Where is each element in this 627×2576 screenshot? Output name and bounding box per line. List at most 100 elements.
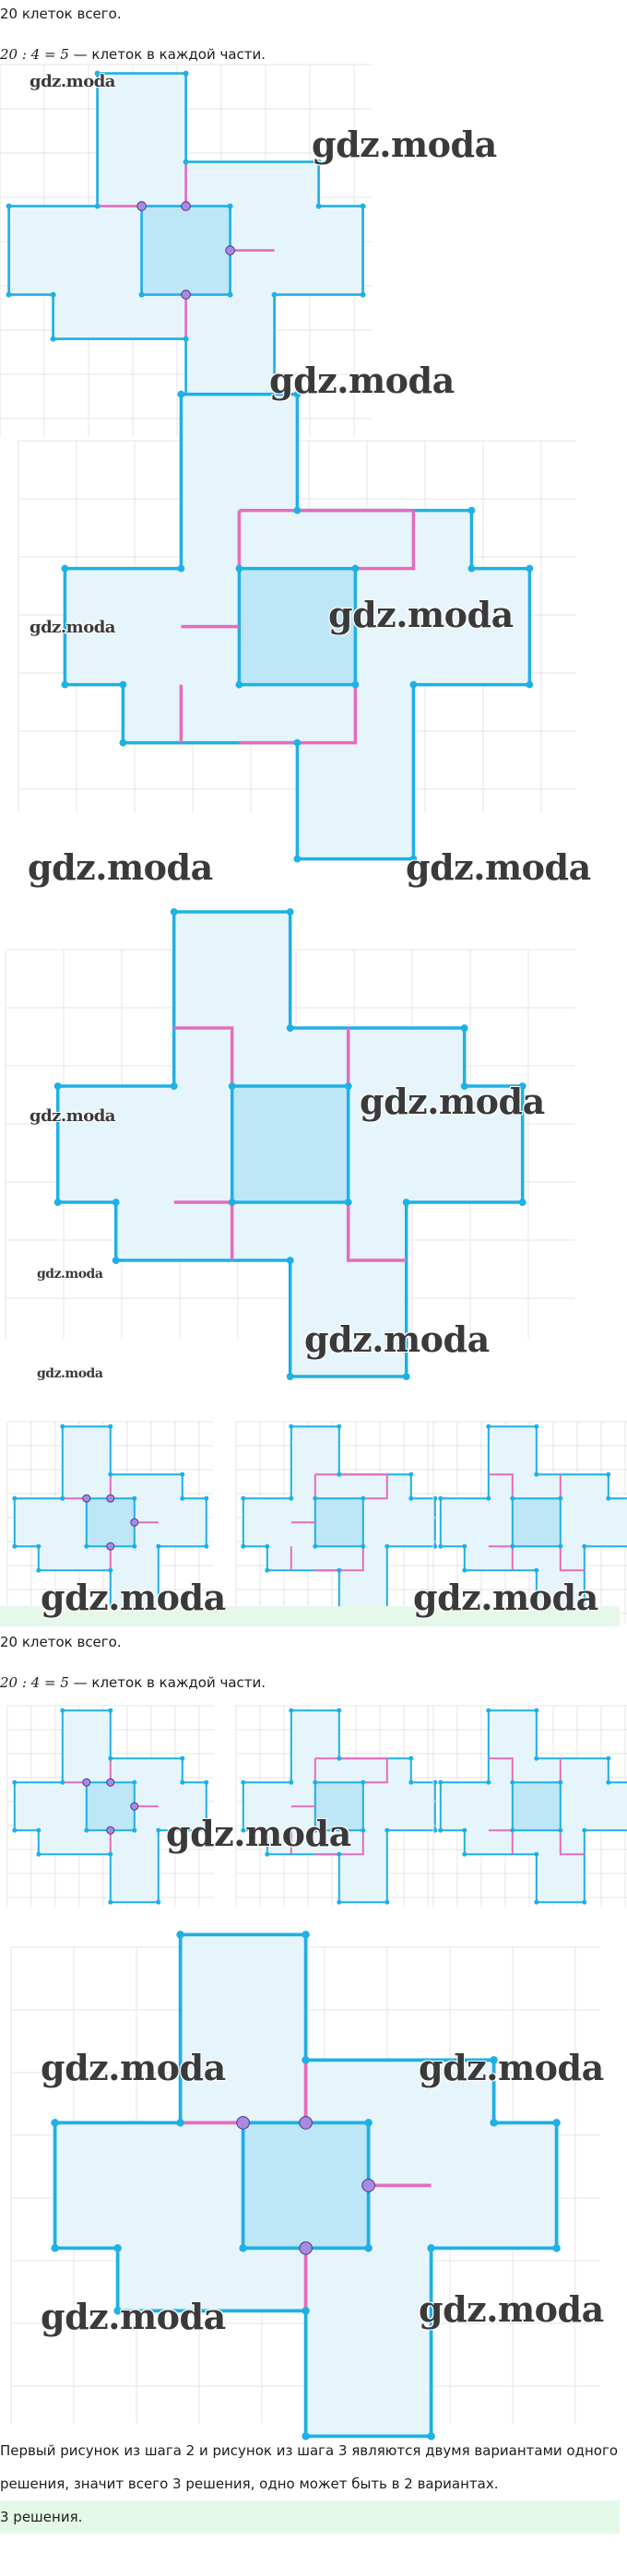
figure-step1 [0, 64, 373, 437]
division-caption-2: — клеток в каждой части. [68, 1674, 266, 1691]
vertex-dot [361, 1779, 366, 1785]
vertex-dot [534, 1851, 539, 1857]
vertex-dot [438, 1495, 444, 1501]
vertex-dot [12, 1543, 18, 1549]
vertex-dot [552, 2119, 561, 2127]
vertex-dot [36, 1827, 41, 1833]
vertex-dot [364, 2119, 373, 2127]
vertex-dot [108, 1707, 113, 1713]
vertex-dot [204, 1779, 209, 1785]
vertex-dot [228, 1082, 236, 1090]
cut-line [239, 684, 358, 745]
vertex-dot [408, 1779, 414, 1785]
watermark: gdz.moda [37, 1267, 103, 1282]
vertex-dot [180, 1495, 185, 1501]
vertex-dot [293, 390, 302, 398]
vertex-dot [313, 1827, 318, 1833]
watermark: gdz.moda [419, 2047, 604, 2088]
vertex-dot [289, 1779, 294, 1785]
cut-point-marker [106, 1778, 115, 1787]
vertex-dot [12, 1779, 18, 1785]
vertex-dot [490, 2056, 498, 2064]
vertex-dot [84, 1827, 89, 1833]
vertex-dot [534, 1567, 539, 1573]
vertex-dot [534, 1424, 539, 1429]
vertex-dot [510, 1779, 515, 1785]
watermark: gdz.moda [413, 1577, 598, 1618]
vertex-dot [286, 1257, 294, 1264]
center-square [140, 205, 231, 296]
watermark: gdz.moda [30, 1106, 115, 1126]
vertex-dot [177, 564, 185, 573]
vertex-dot [351, 564, 360, 573]
vertex-dot [315, 159, 322, 165]
cut-line [173, 1026, 234, 1087]
vertex-dot [606, 1755, 611, 1761]
vertex-dot [408, 1495, 414, 1501]
vertex-dot [60, 1779, 65, 1785]
watermark: gdz.moda [304, 1318, 490, 1360]
vertex-dot [265, 1567, 270, 1573]
vertex-dot [486, 1424, 491, 1429]
vertex-dot [241, 1779, 246, 1785]
vertex-dot [432, 1495, 438, 1501]
division-formula-2: 20 : 4 = 5 [0, 1674, 69, 1691]
vertex-dot [239, 2244, 247, 2252]
vertex-dot [408, 1471, 414, 1477]
division-line: 20 : 4 = 5 — клеток в каждой части. [0, 46, 266, 63]
figure-small-1 [6, 1421, 214, 1624]
vertex-dot [156, 1827, 161, 1833]
vertex-dot [183, 70, 189, 77]
vertex-dot [486, 1779, 491, 1785]
vertex-dot [558, 1495, 563, 1501]
vertex-dot [360, 203, 366, 209]
cut-point-marker [236, 2116, 250, 2130]
vertex-dot [315, 203, 322, 209]
watermark: gdz.moda [30, 72, 115, 91]
vertex-dot [427, 2432, 435, 2440]
vertex-dot [337, 1567, 342, 1573]
cut-line [355, 510, 416, 571]
vertex-dot [119, 739, 127, 747]
watermark: gdz.moda [406, 846, 591, 888]
vertex-dot [402, 1199, 410, 1206]
cut-line [314, 1830, 364, 1856]
vertex-dot [438, 1779, 444, 1785]
vertex-dot [510, 1543, 515, 1549]
vertex-dot [384, 1543, 390, 1549]
vertex-dot [302, 2056, 310, 2064]
cut-line [362, 1474, 388, 1500]
vertex-dot [344, 1199, 352, 1206]
vertex-dot [113, 2244, 122, 2252]
vertex-dot [50, 336, 56, 342]
vertex-dot [510, 1827, 515, 1833]
division-line-2: 20 : 4 = 5 — клеток в каждой части. [0, 1674, 266, 1691]
center-square [85, 1497, 136, 1548]
vertex-dot [51, 2119, 59, 2127]
vertex-dot [36, 1851, 41, 1857]
vertex-dot [61, 680, 69, 689]
separator-band [0, 1606, 620, 1626]
center-square [511, 1781, 562, 1832]
vertex-dot [534, 1707, 539, 1713]
vertex-dot [582, 1543, 587, 1549]
vertex-dot [132, 1495, 137, 1501]
vertex-dot [108, 1567, 113, 1573]
vertex-dot [313, 1543, 318, 1549]
cut-point-marker [136, 201, 147, 211]
vertex-dot [293, 739, 302, 747]
cut-line [559, 1546, 585, 1572]
vertex-dot [228, 1199, 236, 1206]
vertex-dot [337, 1899, 342, 1905]
cut-line [559, 1830, 585, 1856]
vertex-dot [177, 390, 185, 398]
cut-point-marker [130, 1802, 139, 1811]
vertex-dot [132, 1827, 137, 1833]
vertex-dot [462, 1567, 467, 1573]
vertex-dot [241, 1827, 246, 1833]
figure-small-3 [432, 1421, 627, 1624]
watermark: gdz.moda [30, 618, 115, 637]
vertex-dot [467, 506, 476, 514]
vertex-dot [112, 1199, 120, 1206]
vertex-dot [302, 2432, 310, 2440]
